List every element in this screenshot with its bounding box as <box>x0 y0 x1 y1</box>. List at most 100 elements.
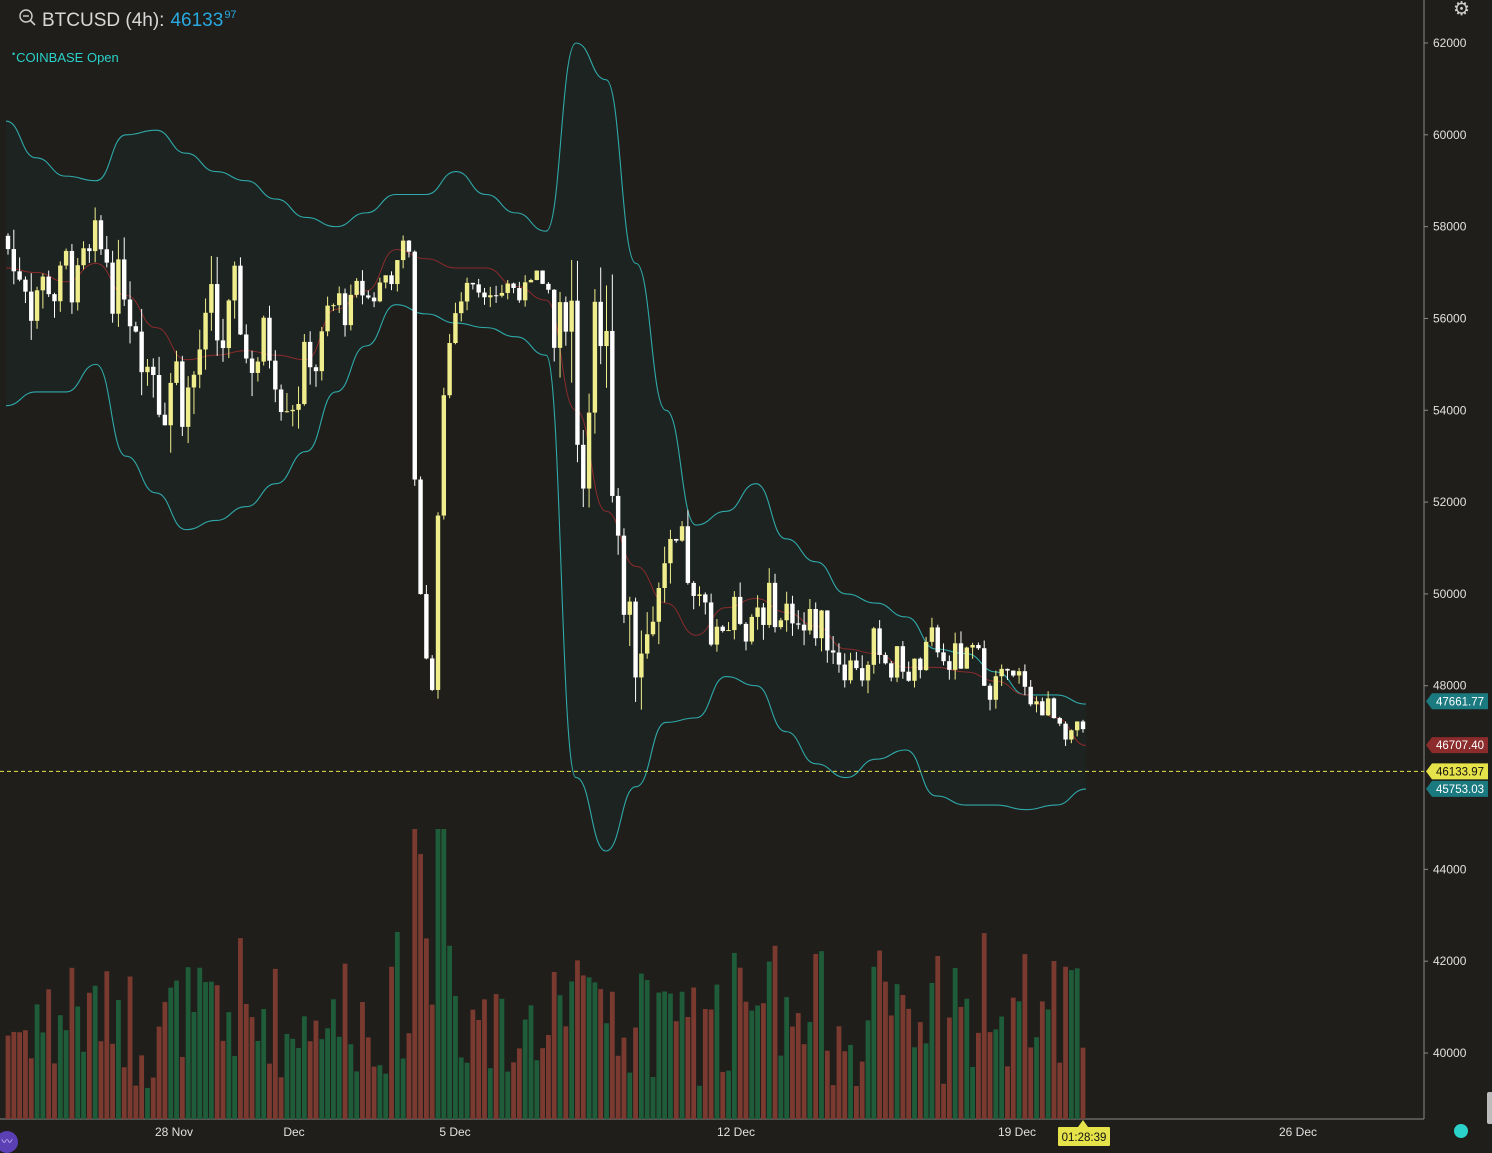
candle-body <box>400 240 406 261</box>
candle-body <box>767 582 772 625</box>
candle-body <box>1074 721 1080 731</box>
volume-bar <box>464 1062 470 1119</box>
candle-body <box>139 331 144 373</box>
candle-body <box>226 300 232 349</box>
volume-bar <box>470 1009 476 1119</box>
candle-body <box>499 292 505 296</box>
volume-bar <box>1074 968 1080 1119</box>
volume-bar <box>307 1041 313 1119</box>
volume-bar <box>650 1077 656 1119</box>
volume-bar <box>993 1029 999 1119</box>
exchange-status: •COINBASE Open <box>12 49 119 65</box>
volume-bar <box>133 1085 139 1119</box>
candle-body <box>952 643 958 670</box>
candle-body <box>877 628 882 655</box>
candle-body <box>325 305 330 332</box>
volume-bar <box>406 1033 412 1119</box>
volume-bar <box>859 1061 865 1119</box>
candle-body <box>180 361 185 427</box>
volume-bar <box>737 967 743 1119</box>
volume-bar <box>586 977 592 1119</box>
volume-bar <box>249 1017 255 1119</box>
bollinger-lower <box>5 304 1087 852</box>
y-tick-label: 54000 <box>1433 403 1467 417</box>
candle-body <box>522 282 528 301</box>
volume-bar <box>34 1004 40 1119</box>
volume-bar <box>1005 1066 1010 1119</box>
volume-bar <box>679 991 685 1119</box>
volume-bar <box>673 1021 679 1119</box>
y-tick-label: 50000 <box>1433 587 1467 601</box>
candle-body <box>371 297 377 302</box>
volume-bar <box>1034 1037 1039 1119</box>
candle-body <box>819 610 824 639</box>
countdown-pointer <box>1078 1120 1088 1127</box>
candle-body <box>307 341 313 368</box>
candle-body <box>191 374 197 388</box>
volume-bar <box>255 1040 261 1119</box>
x-tick-label: 19 Dec <box>998 1125 1036 1139</box>
candle-body <box>534 270 539 281</box>
candle-body <box>656 587 662 622</box>
price-label-text: 45753.03 <box>1436 784 1484 796</box>
volume-bar <box>203 982 208 1119</box>
volume-bar <box>633 1027 638 1119</box>
candle-body <box>63 250 69 266</box>
volume-bar <box>214 985 220 1119</box>
scroll-handle[interactable] <box>1487 1092 1492 1124</box>
price-label-tag <box>1426 763 1488 780</box>
volume-bar <box>493 994 499 1119</box>
volume-bar <box>301 1016 307 1119</box>
y-tick-label: 58000 <box>1433 220 1467 234</box>
candle-body <box>87 248 92 252</box>
candle-body <box>918 658 923 671</box>
volume-bar <box>668 993 673 1119</box>
volume-bar <box>127 976 133 1119</box>
candle-body <box>122 259 127 300</box>
candle-body <box>52 294 57 302</box>
y-tick-label: 48000 <box>1433 679 1467 693</box>
candle-body <box>406 240 412 252</box>
volume-bar <box>278 1077 284 1119</box>
volume-bar <box>662 991 668 1119</box>
indicator-badge-icon[interactable]: 〰 <box>0 1131 18 1153</box>
candle-body <box>993 676 999 700</box>
candle-body <box>98 220 104 250</box>
candle-body <box>755 607 760 617</box>
volume-bar <box>342 963 348 1119</box>
candle-body <box>569 300 574 332</box>
magnifier-icon[interactable] <box>18 8 36 26</box>
volume-bar <box>238 938 243 1119</box>
candle-body <box>23 279 28 292</box>
candle-body <box>1057 718 1062 724</box>
volume-bar <box>848 1044 853 1119</box>
volume-bar <box>627 1072 633 1119</box>
candle-body <box>906 671 911 681</box>
candle-body <box>557 302 563 348</box>
candle-body <box>708 602 714 645</box>
gear-icon[interactable]: ⚙ <box>1452 0 1470 20</box>
y-tick-label: 62000 <box>1433 36 1467 50</box>
candle-body <box>1080 721 1086 730</box>
candle-body <box>156 375 162 415</box>
volume-bar <box>644 980 650 1119</box>
volume-bar <box>912 1047 917 1119</box>
volume-bar <box>313 1020 319 1119</box>
candle-body <box>453 313 458 344</box>
candle-body <box>470 282 476 285</box>
volume-bar <box>546 1035 551 1119</box>
price-label-tag <box>1426 737 1488 754</box>
volume-bar <box>11 1031 17 1119</box>
volume-bar <box>325 1028 330 1119</box>
candle-body <box>761 607 766 625</box>
volume-bar <box>377 1065 383 1119</box>
volume-bar <box>656 992 662 1119</box>
volume-bar <box>929 982 935 1119</box>
candle-body <box>947 661 952 670</box>
volume-bar <box>976 1032 981 1119</box>
candle-body <box>290 409 295 412</box>
candle-body <box>1005 668 1010 671</box>
candle-body <box>610 330 615 496</box>
volume-bar <box>1068 970 1074 1119</box>
